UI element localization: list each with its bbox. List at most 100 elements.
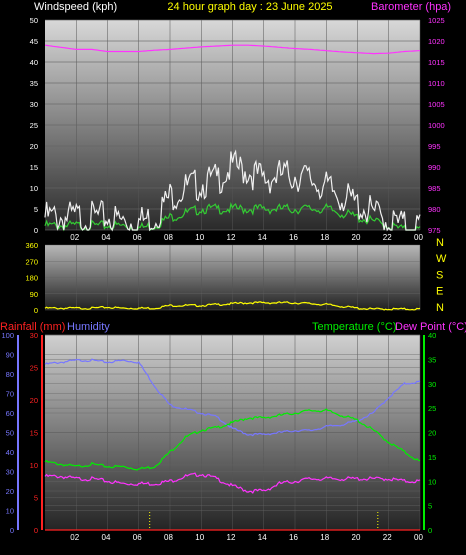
rain-y-tick: 5 [34,494,38,503]
wind-y-tick: 45 [30,37,38,46]
wind-y-tick: 5 [34,205,38,214]
temperature-y-tick: 5 [428,502,432,511]
windspeed-line [44,201,421,232]
humidity-y-tick: 40 [6,448,14,457]
rain-y-tick: 15 [30,429,38,438]
barometer-y-tick: 1025 [428,16,445,25]
barometer-line [44,44,420,55]
compass-letter: N [436,237,444,249]
barometer-y-tick: 1020 [428,37,445,46]
wind-y-tick: 40 [30,58,38,67]
windspeed-axis-title: Windspeed (kph) [34,1,117,13]
x-tick-label: 14 [258,233,267,242]
temperature-y-tick: 10 [428,477,436,486]
x-tick-label: 10 [195,233,204,242]
x-tick-label: 02 [70,233,79,242]
humidity-y-tick: 20 [6,487,14,496]
barometer-axis-title: Barometer (hpa) [371,1,451,13]
wind-direction-line [44,301,421,311]
barometer-y-tick: 990 [428,163,441,172]
humidity-axis-title: Humidity [67,321,110,333]
x-tick-label: 08 [164,533,173,542]
barometer-y-tick: 975 [428,226,441,235]
humidity-y-tick: 0 [10,526,14,535]
wind-y-tick: 25 [30,121,38,130]
humidity-y-tick: 70 [6,390,14,399]
temperature-y-tick: 35 [428,355,436,364]
wind-y-tick: 0 [34,226,38,235]
x-tick-label: 20 [352,233,361,242]
x-tick-label: 12 [227,533,236,542]
wind-y-tick: 35 [30,79,38,88]
humidity-y-tick: 100 [1,331,14,340]
series-lines [44,44,421,531]
wind-y-tick: 10 [30,184,38,193]
x-tick-label: 00 [414,533,423,542]
compass-letter: W [436,253,447,265]
direction-y-tick: 270 [25,257,38,266]
x-tick-label: 06 [133,533,142,542]
x-tick-label: 14 [258,533,267,542]
temperature-axis-title: Temperature (°C) [312,321,396,333]
x-tick-label: 06 [133,233,142,242]
x-tick-label: 22 [383,533,392,542]
x-tick-label: 20 [352,533,361,542]
x-tick-label: 18 [320,533,329,542]
temperature-y-tick: 15 [428,453,436,462]
wind-y-tick: 20 [30,142,38,151]
dewpoint-axis-title: Dew Point (°C) [395,321,466,333]
wind-y-tick: 15 [30,163,38,172]
direction-y-tick: 360 [25,241,38,250]
rain-y-tick: 30 [30,331,38,340]
graph-title: 24 hour graph day : 23 June 2025 [167,1,332,13]
wind-y-tick: 30 [30,100,38,109]
rain-y-tick: 20 [30,396,38,405]
grid-lines [45,19,421,531]
direction-y-tick: 90 [30,290,38,299]
x-tick-label: 04 [102,233,111,242]
temperature-y-tick: 20 [428,429,436,438]
x-tick-label: 10 [195,533,204,542]
temperature-line [44,408,421,471]
wind-y-tick: 50 [30,16,38,25]
barometer-y-tick: 1000 [428,121,445,130]
rain-y-tick: 0 [34,526,38,535]
x-tick-label: 22 [383,233,392,242]
direction-y-tick: 0 [34,306,38,315]
compass-letter: S [436,269,443,281]
x-tick-label: 02 [70,533,79,542]
gust-line [44,149,421,232]
barometer-y-tick: 980 [428,205,441,214]
barometer-y-tick: 995 [428,142,441,151]
x-tick-label: 04 [102,533,111,542]
barometer-y-tick: 1010 [428,79,445,88]
humidity-y-tick: 30 [6,468,14,477]
barometer-y-tick: 1005 [428,100,445,109]
direction-y-tick: 180 [25,274,38,283]
barometer-y-tick: 985 [428,184,441,193]
x-tick-label: 16 [289,233,298,242]
x-tick-label: 08 [164,233,173,242]
temperature-y-tick: 30 [428,380,436,389]
rain-axis-title: Rainfall (mm) [0,321,65,333]
rain-y-tick: 10 [30,461,38,470]
x-tick-label: 16 [289,533,298,542]
compass-letter: E [436,286,443,298]
humidity-y-tick: 60 [6,409,14,418]
temperature-y-tick: 0 [428,526,432,535]
barometer-y-tick: 1015 [428,58,445,67]
compass-letter: N [436,302,444,314]
x-tick-label: 12 [227,233,236,242]
humidity-y-tick: 80 [6,370,14,379]
x-tick-label: 00 [414,233,423,242]
humidity-y-tick: 90 [6,351,14,360]
humidity-y-tick: 50 [6,429,14,438]
x-tick-label: 18 [320,233,329,242]
rain-y-tick: 25 [30,364,38,373]
temperature-y-tick: 25 [428,404,436,413]
humidity-y-tick: 10 [6,507,14,516]
dewpoint-line [44,472,421,494]
